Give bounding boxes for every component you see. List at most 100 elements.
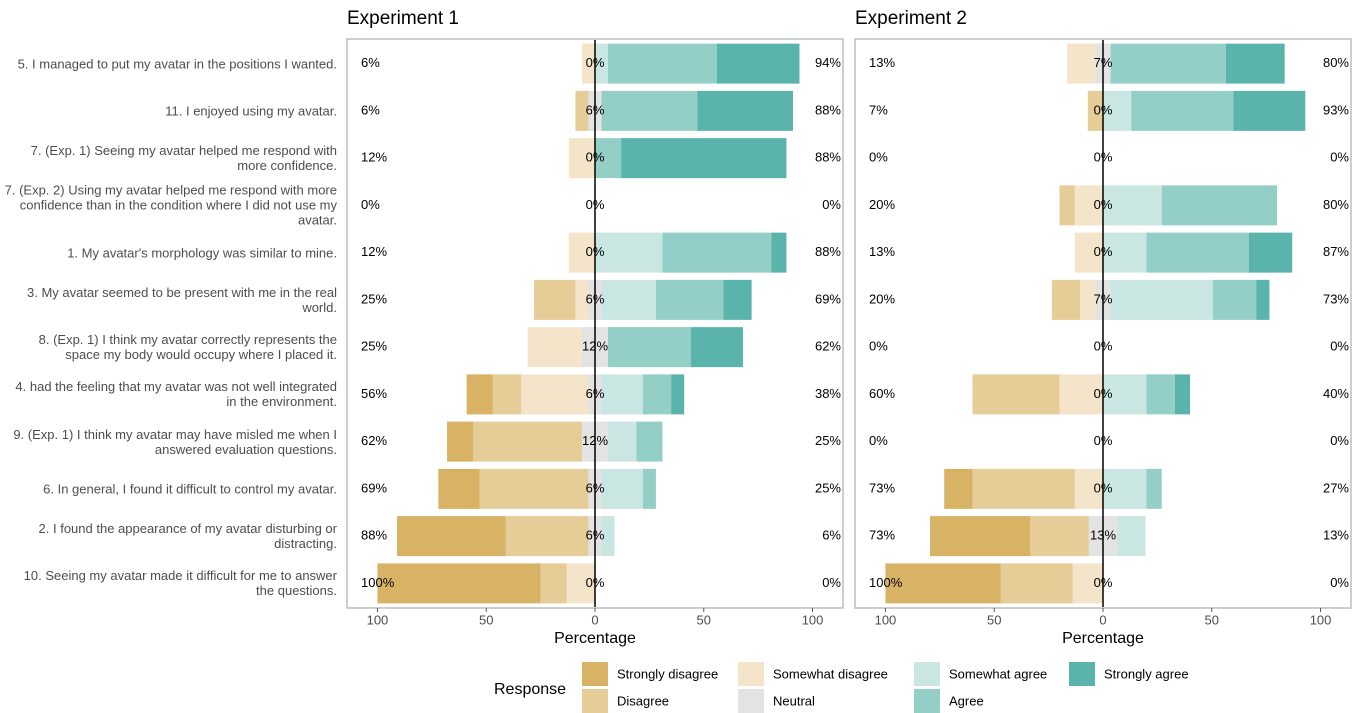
- bar-segment: [1103, 185, 1162, 226]
- bar-segment: [1174, 374, 1191, 415]
- bar-segment: [595, 43, 609, 84]
- bar-segment: [575, 279, 589, 320]
- bar-segment: [671, 374, 685, 415]
- high-label: 6%: [822, 528, 841, 543]
- low-label: 0%: [361, 197, 380, 212]
- high-label: 80%: [1323, 55, 1349, 70]
- bar-segment: [972, 468, 1075, 509]
- legend-swatch: [738, 689, 764, 713]
- x-tick-label: 50: [1205, 612, 1219, 627]
- high-label: 40%: [1323, 386, 1349, 401]
- low-label: 100%: [869, 575, 903, 590]
- bar-segment: [716, 43, 800, 84]
- category-label: 2. I found the appearance of my avatar d…: [38, 521, 337, 552]
- category-label: 11. I enjoyed using my avatar.: [165, 103, 337, 119]
- bar-segment: [527, 327, 582, 368]
- x-tick-label: 100: [1310, 612, 1332, 627]
- category-label: 8. (Exp. 1) I think my avatar correctly …: [38, 332, 337, 363]
- category-label: 7. (Exp. 1) Seeing my avatar helped me r…: [30, 143, 337, 174]
- low-label: 25%: [361, 339, 387, 354]
- bar-segment: [601, 374, 643, 415]
- legend-label: Disagree: [617, 693, 669, 708]
- bar-segment: [1000, 563, 1073, 604]
- x-tick-label: 100: [367, 612, 389, 627]
- bar-segment: [492, 374, 522, 415]
- legend-label: Strongly disagree: [617, 666, 718, 681]
- bar-segment: [601, 279, 656, 320]
- category-label: 4. had the feeling that my avatar was no…: [15, 379, 337, 410]
- bar-segment: [621, 138, 787, 179]
- low-label: 60%: [869, 386, 895, 401]
- bar-segment: [1110, 279, 1213, 320]
- bar-segment: [568, 232, 595, 273]
- bar-segment: [771, 232, 787, 273]
- bar-segment: [1146, 232, 1249, 273]
- legend-swatch: [738, 662, 764, 686]
- bar-segment: [601, 468, 643, 509]
- bar-segment: [601, 516, 615, 557]
- bar-segment: [1161, 185, 1278, 226]
- legend-label: Strongly agree: [1104, 666, 1189, 681]
- high-label: 94%: [815, 55, 841, 70]
- low-label: 25%: [361, 291, 387, 306]
- x-axis-label: Percentage: [554, 630, 636, 647]
- category-label: 5. I managed to put my avatar in the pos…: [17, 56, 337, 72]
- legend-swatch: [1069, 662, 1095, 686]
- category-label: 1. My avatar's morphology was similar to…: [67, 245, 337, 261]
- bar-segment: [575, 90, 589, 131]
- high-label: 27%: [1323, 480, 1349, 495]
- bar-segment: [1117, 516, 1146, 557]
- bar-segment: [581, 43, 595, 84]
- low-label: 62%: [361, 433, 387, 448]
- low-label: 56%: [361, 386, 387, 401]
- low-label: 13%: [869, 244, 895, 259]
- bar-segment: [642, 374, 672, 415]
- high-label: 73%: [1323, 291, 1349, 306]
- high-label: 25%: [815, 433, 841, 448]
- bar-segment: [1074, 232, 1103, 273]
- bar-segment: [608, 421, 637, 462]
- panel-title: Experiment 1: [347, 8, 459, 29]
- bar-segment: [1233, 90, 1306, 131]
- x-tick-label: 0: [1099, 612, 1106, 627]
- low-label: 88%: [361, 528, 387, 543]
- x-tick-label: 100: [802, 612, 824, 627]
- category-label: 3. My avatar seemed to be present with m…: [27, 284, 337, 315]
- low-label: 6%: [361, 102, 380, 117]
- bar-segment: [1072, 563, 1103, 604]
- low-label: 20%: [869, 197, 895, 212]
- high-label: 80%: [1323, 197, 1349, 212]
- bar-segment: [1146, 374, 1175, 415]
- bar-segment: [397, 516, 506, 557]
- category-label: 7. (Exp. 2) Using my avatar helped me re…: [4, 182, 337, 228]
- x-tick-label: 50: [987, 612, 1001, 627]
- high-label: 25%: [815, 480, 841, 495]
- legend-label: Neutral: [773, 693, 815, 708]
- panel-title: Experiment 2: [855, 8, 967, 29]
- bar-segment: [1030, 516, 1089, 557]
- high-label: 88%: [815, 150, 841, 165]
- bar-segment: [1074, 185, 1103, 226]
- bar-segment: [972, 374, 1060, 415]
- bar-segment: [566, 563, 595, 604]
- high-label: 87%: [1323, 244, 1349, 259]
- bar-segment: [1059, 185, 1075, 226]
- bar-segment: [944, 468, 973, 509]
- x-tick-label: 50: [479, 612, 493, 627]
- bar-segment: [697, 90, 793, 131]
- high-label: 0%: [822, 197, 841, 212]
- bar-segment: [1146, 468, 1162, 509]
- low-label: 69%: [361, 480, 387, 495]
- high-label: 93%: [1323, 102, 1349, 117]
- bar-segment: [568, 138, 595, 179]
- bar-segment: [1103, 468, 1147, 509]
- bar-segment: [1059, 374, 1103, 415]
- bar-segment: [608, 43, 717, 84]
- bar-segment: [534, 279, 576, 320]
- low-label: 73%: [869, 528, 895, 543]
- legend-label: Agree: [949, 693, 984, 708]
- high-label: 69%: [815, 291, 841, 306]
- bar-segment: [1087, 90, 1103, 131]
